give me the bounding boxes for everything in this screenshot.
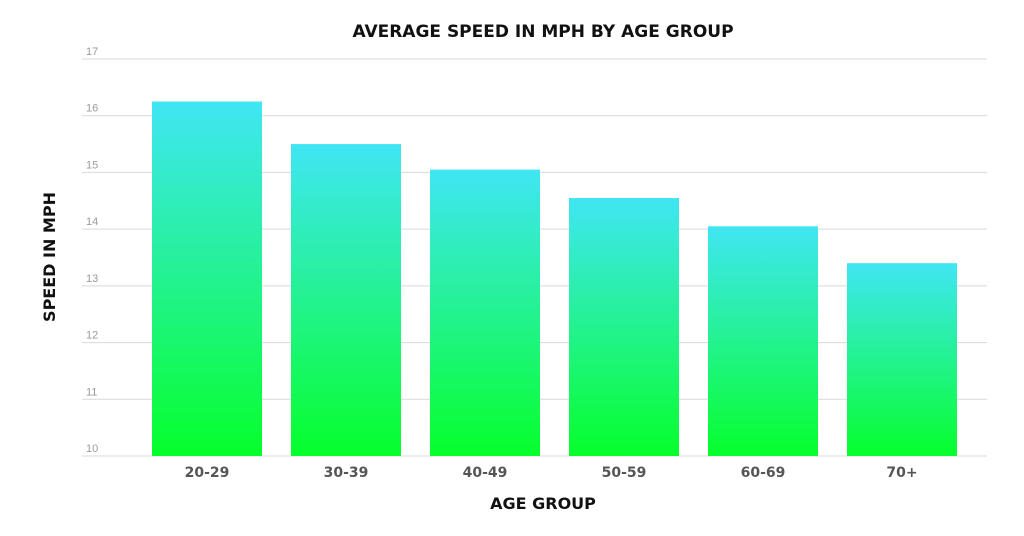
- y-tick-label: 12: [86, 330, 98, 342]
- bars: [152, 101, 957, 457]
- bar-60-69: [708, 226, 818, 456]
- bar-30-39: [291, 144, 401, 457]
- y-tick-label: 13: [86, 273, 98, 285]
- y-tick-label: 11: [86, 386, 97, 398]
- y-tick-label: 14: [86, 216, 98, 228]
- y-tick-label: 10: [86, 443, 98, 455]
- y-axis-label: SPEED IN MPH: [40, 192, 59, 322]
- y-tick-label: 15: [86, 159, 98, 171]
- y-tick-label: 17: [86, 46, 98, 58]
- bar-50-59: [569, 197, 679, 456]
- chart-title: AVERAGE SPEED IN MPH BY AGE GROUP: [352, 22, 733, 42]
- bar-20-29: [152, 101, 262, 457]
- x-tick-label: 60-69: [741, 465, 786, 481]
- y-axis-ticks: 10 11 12 13 14 15 16 17: [86, 46, 98, 455]
- x-axis-label: AGE GROUP: [490, 494, 596, 513]
- bar-70+: [847, 263, 957, 456]
- bar-40-49: [430, 169, 540, 457]
- x-tick-label: 30-39: [324, 465, 369, 481]
- x-tick-label: 70+: [886, 465, 917, 481]
- x-tick-label: 20-29: [185, 465, 230, 481]
- y-tick-label: 16: [86, 103, 98, 115]
- x-tick-label: 50-59: [602, 465, 647, 481]
- x-axis-ticks: 20-29 30-39 40-49 50-59 60-69 70+: [185, 465, 918, 481]
- x-tick-label: 40-49: [463, 465, 508, 481]
